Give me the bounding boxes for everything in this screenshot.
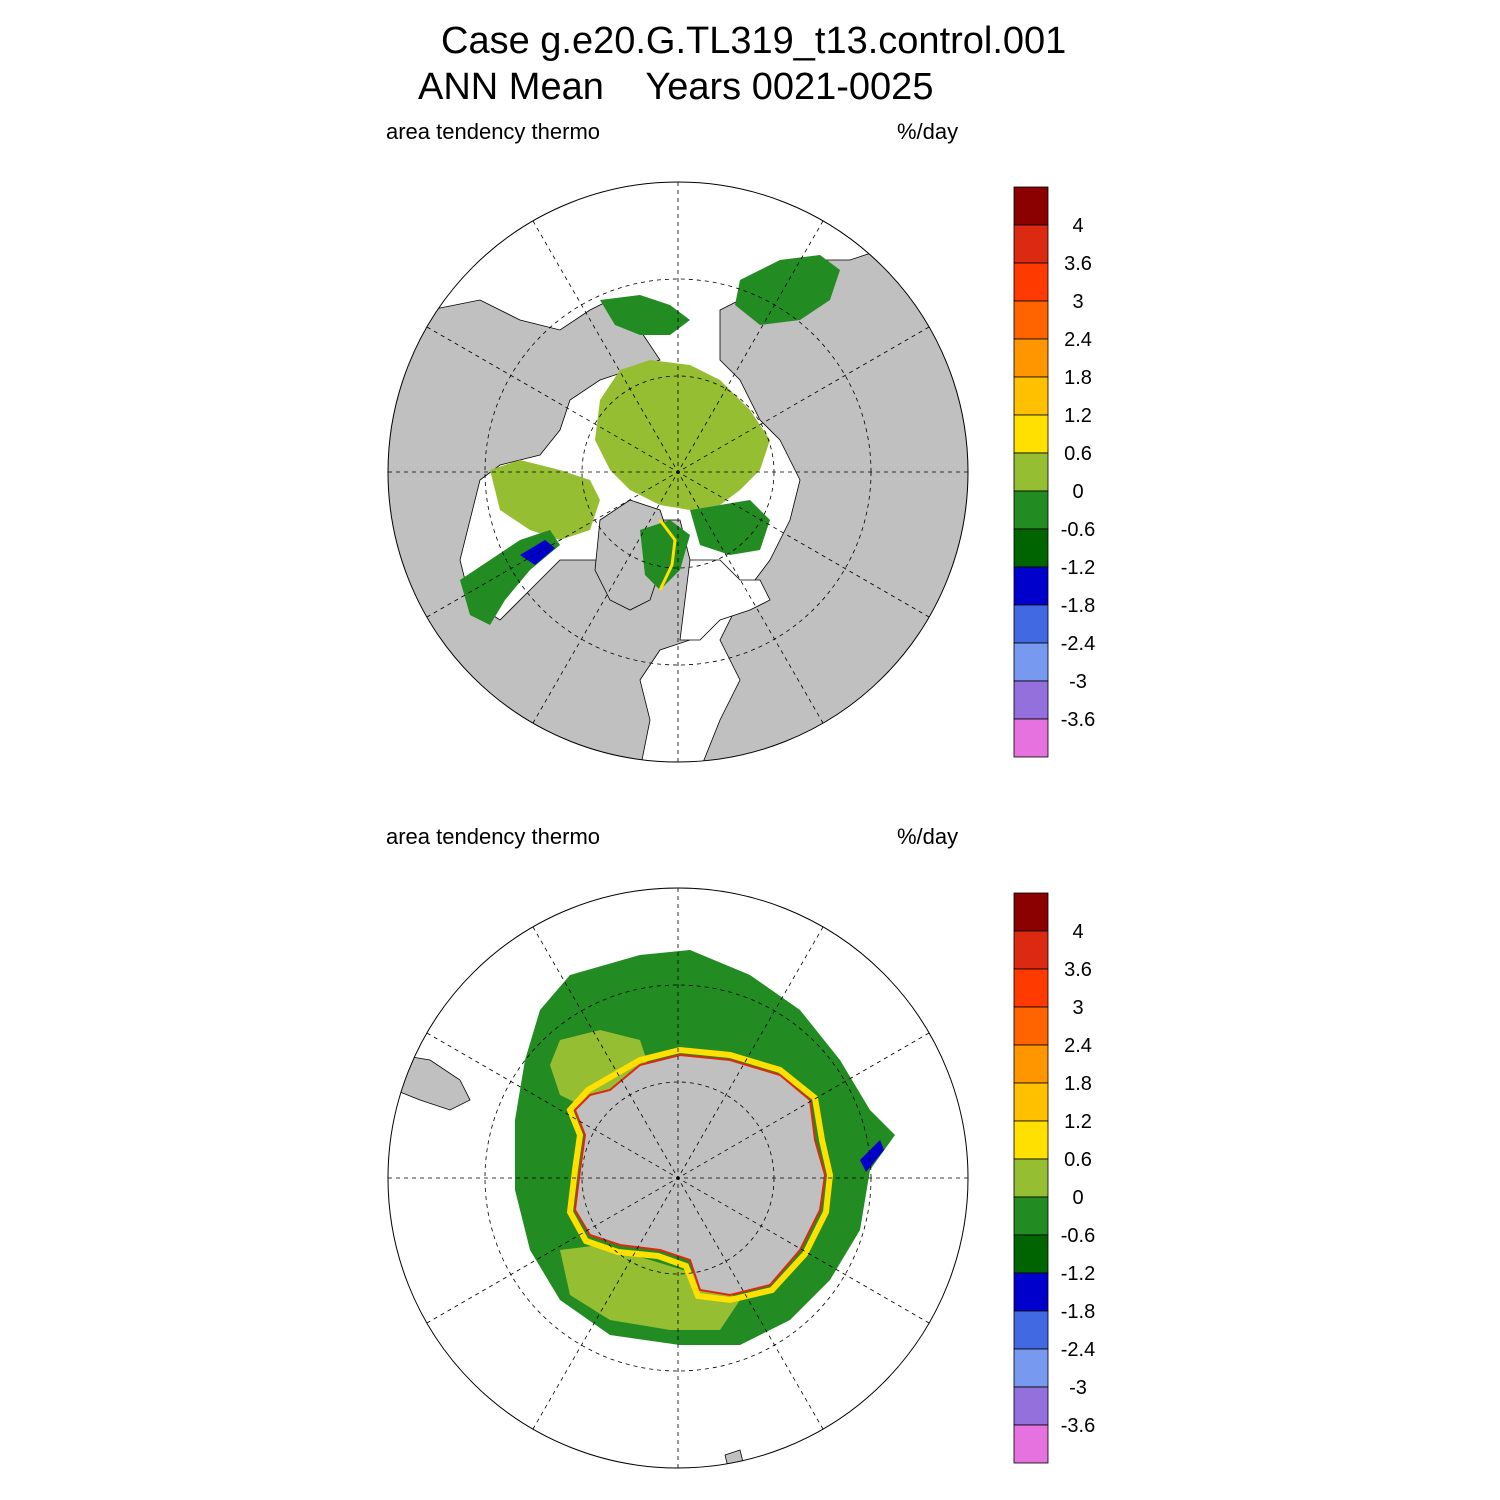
south-colorbar-label-4: 1.8 xyxy=(1064,1073,1092,1095)
south-colorbar-swatch-2 xyxy=(1013,968,1049,1008)
north-hudson-bay-ice xyxy=(490,460,600,540)
south-colorbar-swatch-1 xyxy=(1013,930,1049,970)
north-colorbar-swatch-11 xyxy=(1013,604,1049,644)
north-colorbar-label-6: 0.6 xyxy=(1064,443,1092,465)
south-colorbar-label-13: -3.6 xyxy=(1061,1415,1095,1437)
south-colorbar-swatch-14 xyxy=(1013,1424,1049,1464)
north-map-border xyxy=(387,181,969,763)
north-colorbar: 4 3.6 3 2.4 1.8 1.2 0.6 0 -0.6 -1.2 -1.8 -2.4 -3 -3.6 xyxy=(1013,186,1095,758)
north-colorbar-swatch-10 xyxy=(1013,566,1049,606)
south-polar-map xyxy=(387,887,969,1469)
south-colorbar-swatch-0 xyxy=(1013,892,1049,932)
figure-title-line1: Case g.e20.G.TL319_t13.control.001 xyxy=(441,20,1067,62)
south-coastal-growth xyxy=(566,1046,834,1304)
south-colorbar-swatch-11 xyxy=(1013,1310,1049,1350)
south-colorbar-label-6: 0.6 xyxy=(1064,1149,1092,1171)
north-colorbar-swatch-7 xyxy=(1013,452,1049,492)
north-colorbar-label-4: 1.8 xyxy=(1064,367,1092,389)
south-colorbar-label-10: -1.8 xyxy=(1061,1301,1095,1323)
south-panel-units: %/day xyxy=(897,824,959,849)
south-coastal-strong-growth xyxy=(573,1053,827,1297)
north-colorbar-label-11: -2.4 xyxy=(1061,633,1095,655)
south-colorbar-swatch-7 xyxy=(1013,1158,1049,1198)
north-colorbar-swatch-3 xyxy=(1013,300,1049,340)
north-greenland-sea-ice xyxy=(640,520,690,590)
south-colorbar-label-12: -3 xyxy=(1069,1377,1087,1399)
south-colorbar-label-7: 0 xyxy=(1072,1187,1083,1209)
north-panel-units: %/day xyxy=(897,119,959,144)
north-colorbar-swatch-4 xyxy=(1013,338,1049,378)
north-colorbar-swatch-8 xyxy=(1013,490,1049,530)
north-colorbar-swatch-9 xyxy=(1013,528,1049,568)
figure-title-line2: ANN Mean Years 0021-0025 xyxy=(418,66,934,108)
south-colorbar-swatch-8 xyxy=(1013,1196,1049,1236)
north-colorbar-label-13: -3.6 xyxy=(1061,709,1095,731)
north-colorbar-swatch-12 xyxy=(1013,642,1049,682)
north-colorbar-label-0: 4 xyxy=(1072,215,1083,237)
south-colorbar-label-5: 1.2 xyxy=(1064,1111,1092,1133)
south-graticule xyxy=(388,888,968,1468)
north-labrador-strong-melt xyxy=(520,540,555,565)
south-colorbar-label-2: 3 xyxy=(1072,997,1083,1019)
north-colorbar-swatch-13 xyxy=(1013,680,1049,720)
north-bering-ice xyxy=(600,295,690,335)
north-colorbar-label-1: 3.6 xyxy=(1064,253,1092,275)
south-colorbar-swatch-10 xyxy=(1013,1272,1049,1312)
north-sea-ice-neutral xyxy=(595,360,770,510)
south-colorbar-label-9: -1.2 xyxy=(1061,1263,1095,1285)
north-colorbar-swatch-6 xyxy=(1013,414,1049,454)
south-panel-variable: area tendency thermo xyxy=(386,824,601,849)
south-colorbar-swatch-3 xyxy=(1013,1006,1049,1046)
south-sea-ice-neutral-ross xyxy=(560,1245,740,1330)
south-sea-ice-neutral-weddell xyxy=(550,1030,650,1110)
north-colorbar-label-10: -1.8 xyxy=(1061,595,1095,617)
south-map-border xyxy=(387,887,969,1469)
north-okhotsk-ice xyxy=(735,255,840,325)
north-colorbar-label-2: 3 xyxy=(1072,291,1083,313)
north-colorbar-label-5: 1.2 xyxy=(1064,405,1092,427)
north-polar-map xyxy=(387,181,969,763)
south-colorbar-label-8: -0.6 xyxy=(1061,1225,1095,1247)
south-colorbar-swatch-4 xyxy=(1013,1044,1049,1084)
south-colorbar-swatch-13 xyxy=(1013,1386,1049,1426)
south-colorbar-label-3: 2.4 xyxy=(1064,1035,1092,1057)
north-graticule xyxy=(388,182,968,762)
north-colorbar-swatch-2 xyxy=(1013,262,1049,302)
north-ice-edge-growth xyxy=(658,519,677,591)
north-colorbar-swatch-0 xyxy=(1013,186,1049,226)
south-colorbar-swatch-6 xyxy=(1013,1120,1049,1160)
north-colorbar-label-9: -1.2 xyxy=(1061,557,1095,579)
north-atlantic-water xyxy=(679,559,771,641)
north-colorbar-swatch-5 xyxy=(1013,376,1049,416)
north-colorbar-label-12: -3 xyxy=(1069,671,1087,693)
north-barents-ice xyxy=(690,500,770,555)
south-colorbar-swatch-9 xyxy=(1013,1234,1049,1274)
south-colorbar-swatch-5 xyxy=(1013,1082,1049,1122)
north-colorbar-label-7: 0 xyxy=(1072,481,1083,503)
north-panel-variable: area tendency thermo xyxy=(386,119,601,144)
south-colorbar: 4 3.6 3 2.4 1.8 1.2 0.6 0 -0.6 -1.2 -1.8 -2.4 -3 -3.6 xyxy=(1013,892,1095,1464)
south-colorbar-swatch-12 xyxy=(1013,1348,1049,1388)
north-colorbar-label-3: 2.4 xyxy=(1064,329,1092,351)
north-colorbar-label-8: -0.6 xyxy=(1061,519,1095,541)
north-colorbar-swatch-14 xyxy=(1013,718,1049,758)
south-strong-melt xyxy=(860,1140,884,1172)
south-colorbar-label-1: 3.6 xyxy=(1064,959,1092,981)
north-colorbar-swatch-1 xyxy=(1013,224,1049,264)
south-colorbar-label-11: -2.4 xyxy=(1061,1339,1095,1361)
south-colorbar-label-0: 4 xyxy=(1072,921,1083,943)
